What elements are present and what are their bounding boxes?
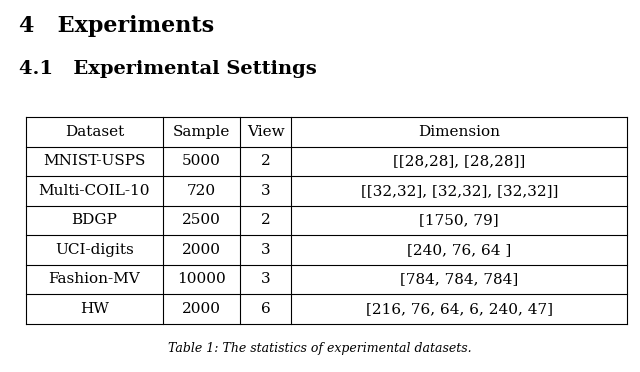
Text: [1750, 79]: [1750, 79] [419,214,499,227]
Text: 3: 3 [260,243,271,257]
Text: 2000: 2000 [182,243,221,257]
Text: 2: 2 [260,214,271,227]
Text: View: View [247,125,284,139]
Text: 2000: 2000 [182,302,221,316]
Text: [[28,28], [28,28]]: [[28,28], [28,28]] [393,154,525,169]
Text: 6: 6 [260,302,271,316]
Text: BDGP: BDGP [72,214,117,227]
Text: HW: HW [80,302,109,316]
Text: MNIST-USPS: MNIST-USPS [44,154,145,169]
Text: 3: 3 [260,272,271,286]
Text: UCI-digits: UCI-digits [55,243,134,257]
Text: 3: 3 [260,184,271,198]
Text: Fashion-MV: Fashion-MV [49,272,140,286]
Text: Sample: Sample [173,125,230,139]
Text: [784, 784, 784]: [784, 784, 784] [400,272,518,286]
Text: 10000: 10000 [177,272,226,286]
Text: [240, 76, 64 ]: [240, 76, 64 ] [407,243,511,257]
Text: Multi-COIL-10: Multi-COIL-10 [38,184,150,198]
Text: 2500: 2500 [182,214,221,227]
Text: Table 1: The statistics of experimental datasets.: Table 1: The statistics of experimental … [168,342,472,355]
Text: 4.1   Experimental Settings: 4.1 Experimental Settings [19,60,317,77]
Text: 4   Experiments: 4 Experiments [19,15,214,37]
Text: 5000: 5000 [182,154,221,169]
Text: Dimension: Dimension [418,125,500,139]
Text: Dataset: Dataset [65,125,124,139]
Text: [216, 76, 64, 6, 240, 47]: [216, 76, 64, 6, 240, 47] [365,302,553,316]
Text: [[32,32], [32,32], [32,32]]: [[32,32], [32,32], [32,32]] [360,184,558,198]
Text: 720: 720 [187,184,216,198]
Text: 2: 2 [260,154,271,169]
